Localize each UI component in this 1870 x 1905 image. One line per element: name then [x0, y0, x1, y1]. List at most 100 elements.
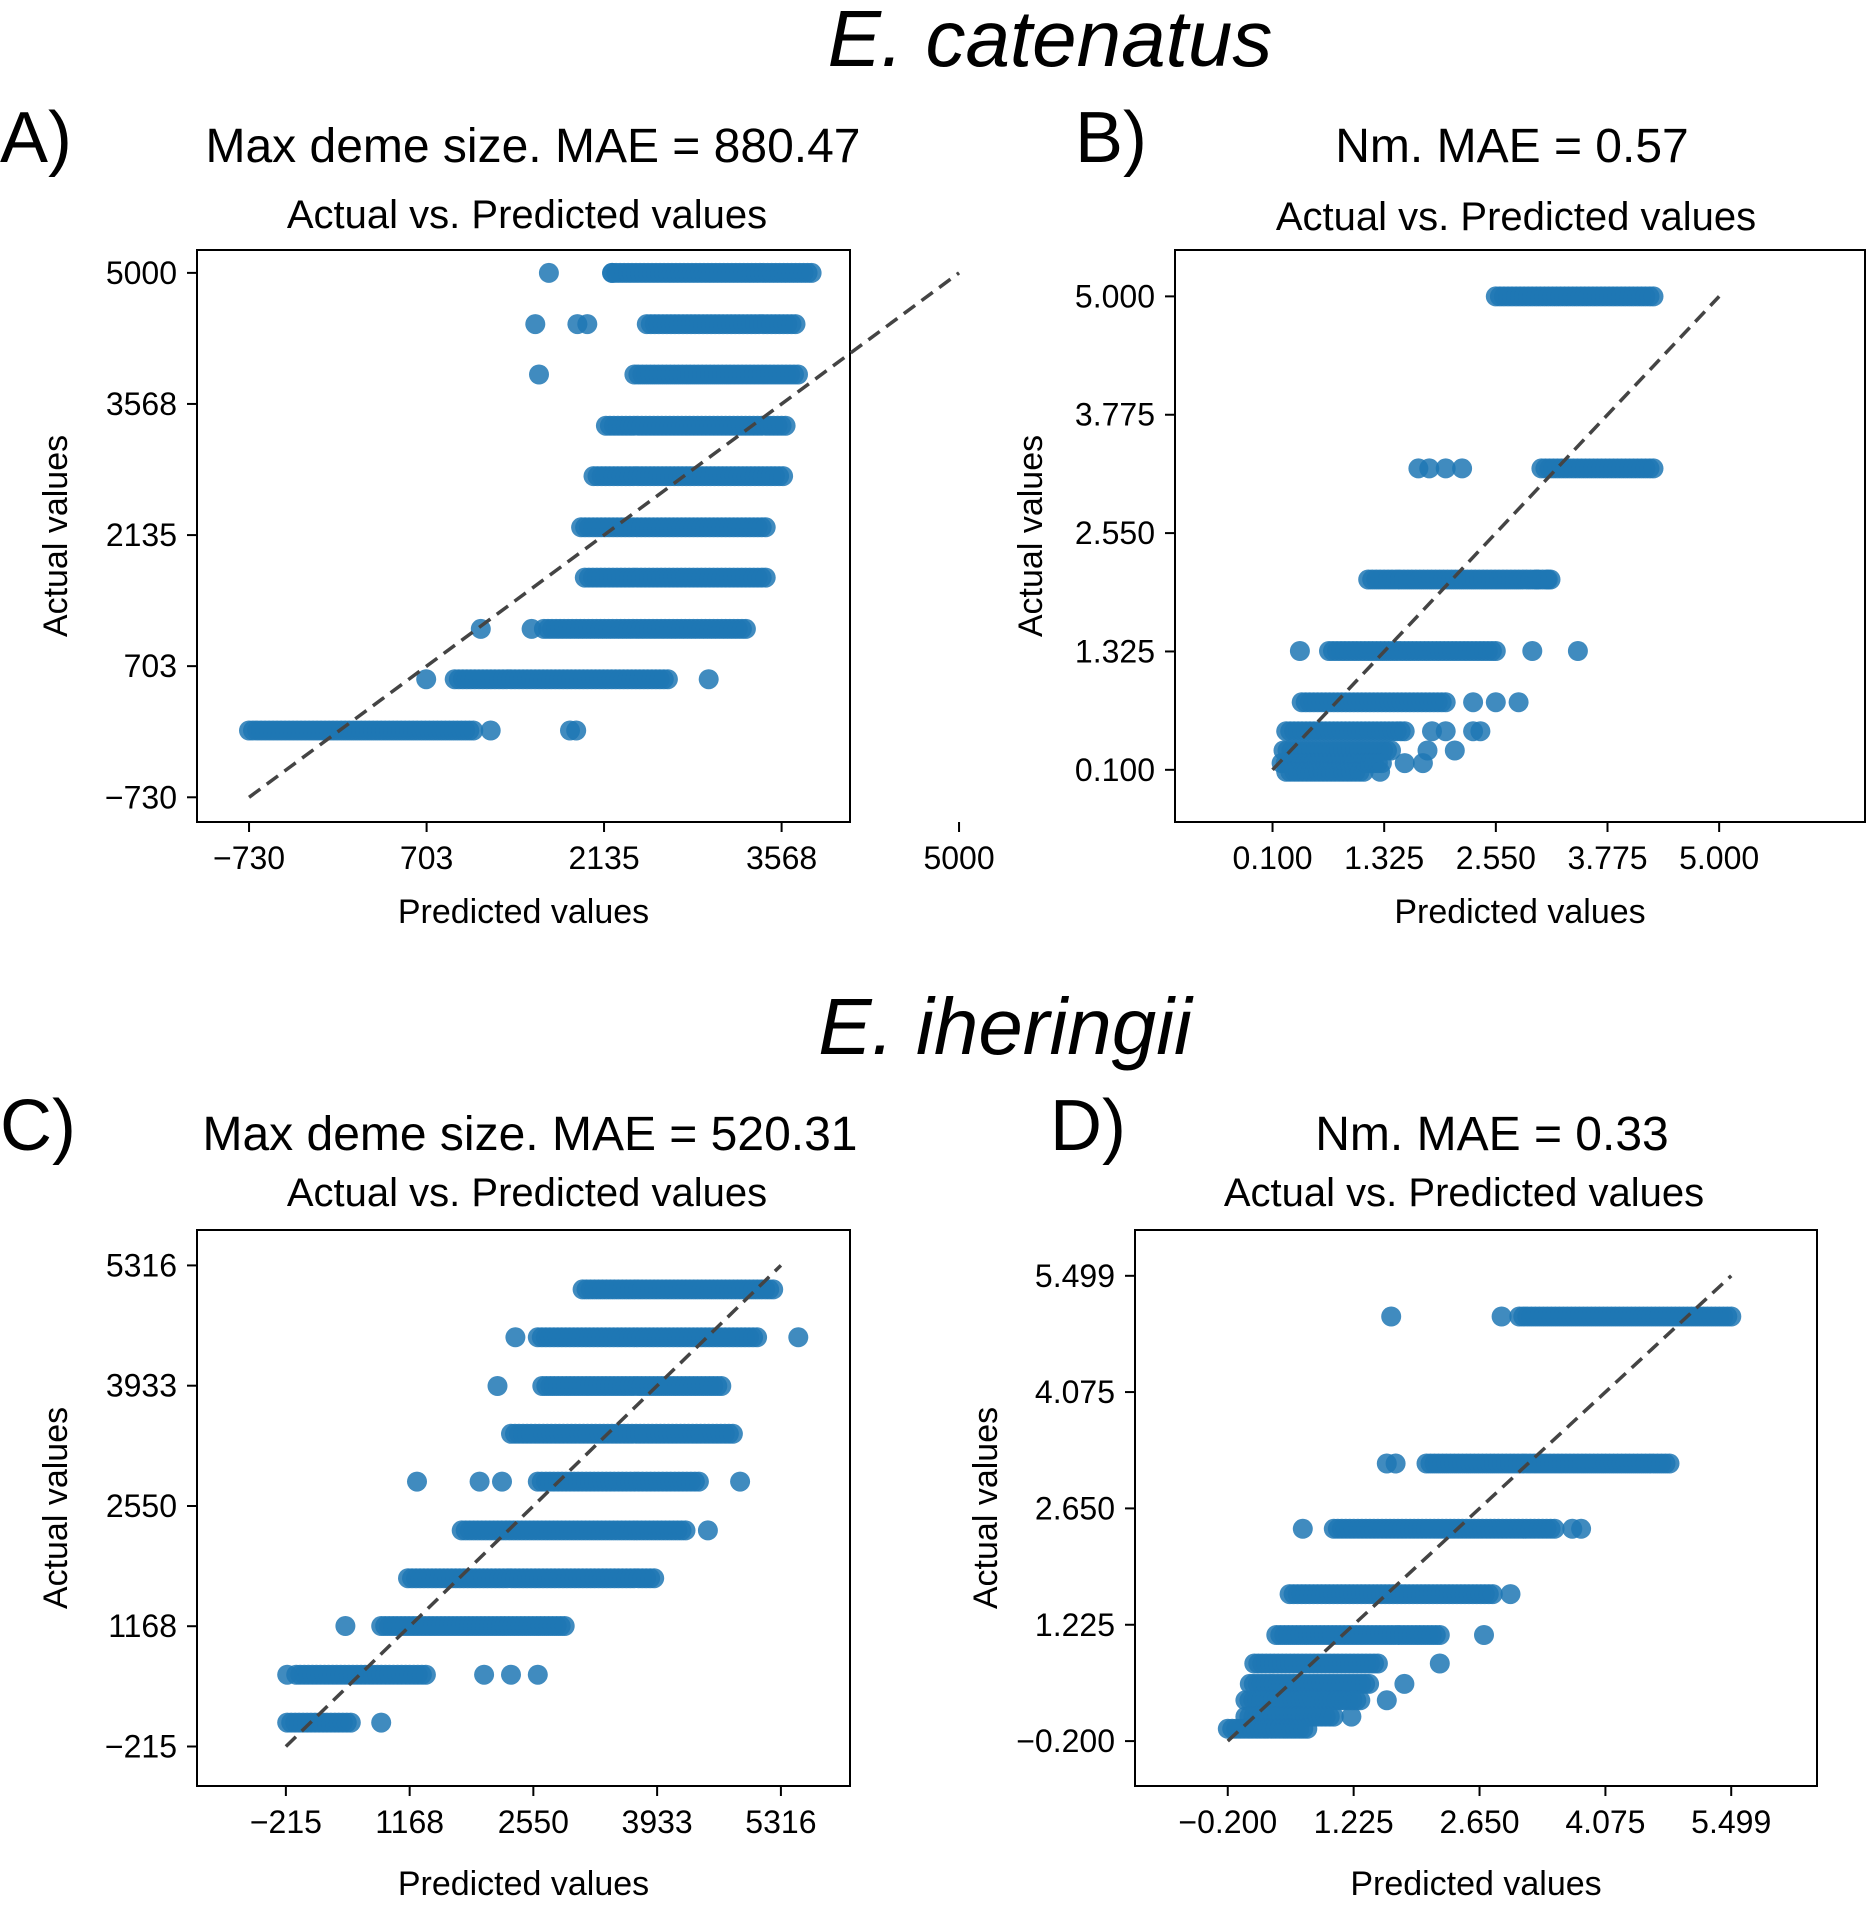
data-point-outlier: [527, 1664, 548, 1685]
data-point: [340, 1712, 361, 1733]
data-point: [415, 1664, 436, 1685]
panel-d: D) Nm. MAE = 0.33 Actual vs. Predicted v…: [967, 1086, 1818, 1903]
scatter-plot: −215 1168 2550 3933 5316 −215 1168 2550 3933 5316…: [37, 1229, 851, 1903]
data-point-outlier: [474, 1664, 495, 1685]
y-tick-label: 3.775: [1075, 397, 1155, 433]
panel-subtitle: Actual vs. Predicted values: [287, 193, 767, 237]
x-tick-label: 3.775: [1567, 840, 1647, 876]
x-axis-label: Predicted values: [398, 1865, 649, 1903]
x-axis-label: Predicted values: [398, 893, 649, 931]
y-tick-label: 2.650: [1035, 1490, 1115, 1526]
data-point-outlier: [1571, 1518, 1592, 1539]
data-point: [1297, 1718, 1318, 1739]
data-point: [644, 1568, 665, 1589]
data-point-outlier: [1508, 692, 1529, 713]
y-tick-label: 5000: [106, 255, 177, 291]
data-point: [1359, 1673, 1380, 1694]
data-point: [755, 517, 776, 538]
y-axis-label: Actual values: [37, 435, 75, 637]
data-point: [722, 1423, 743, 1444]
x-axis-label: Predicted values: [1350, 1865, 1601, 1903]
data-point: [1435, 692, 1456, 713]
x-tick-label: 2.650: [1439, 1804, 1519, 1840]
data-point-outlier: [480, 720, 501, 741]
data-point-outlier: [505, 1327, 526, 1348]
data-point-outlier: [525, 314, 546, 335]
data-point-outlier: [1419, 458, 1440, 479]
data-point-outlier: [1422, 721, 1442, 742]
y-tick-label: 5316: [106, 1247, 177, 1283]
data-point-outlier: [698, 669, 719, 690]
panel-letter: B): [1075, 98, 1147, 178]
data-point-outlier: [501, 1664, 521, 1685]
data-point: [755, 567, 776, 588]
data-points: [1217, 1306, 1742, 1739]
data-point: [763, 1279, 784, 1300]
data-point-outlier: [469, 1471, 490, 1492]
y-tick-label: 5.000: [1075, 278, 1155, 314]
data-point-outlier: [1341, 1706, 1362, 1727]
panel-subtitle: Actual vs. Predicted values: [1224, 1171, 1704, 1215]
data-point-outlier: [521, 618, 542, 639]
data-point-outlier: [1376, 1690, 1397, 1711]
data-point-outlier: [1217, 1718, 1238, 1739]
data-point: [735, 618, 756, 639]
data-point-outlier: [730, 1471, 751, 1492]
data-point-outlier: [1474, 1625, 1494, 1645]
panel-letter: C): [0, 1086, 76, 1166]
x-tick-label: 5000: [923, 840, 994, 876]
y-axis-label: Actual values: [37, 1407, 75, 1609]
x-tick-label: 4.075: [1565, 1804, 1645, 1840]
data-point-outlier: [1435, 721, 1456, 742]
data-point-outlier: [566, 720, 587, 741]
data-point-outlier: [577, 314, 598, 335]
plot-frame: [1174, 249, 1866, 823]
data-point: [1643, 458, 1664, 479]
data-point-outlier: [788, 1327, 809, 1348]
data-point: [1659, 1453, 1680, 1474]
panel-title: Nm. MAE = 0.33: [1315, 1108, 1668, 1161]
data-point: [773, 466, 794, 487]
y-tick-label: 2550: [106, 1488, 177, 1524]
data-point-outlier: [1429, 1653, 1450, 1674]
y-tick-label: 4.075: [1035, 1374, 1115, 1410]
panel-a: A) Max deme size. MAE = 880.47 Actual vs…: [0, 98, 995, 931]
data-point: [801, 262, 822, 283]
y-tick-label: 1.225: [1035, 1607, 1115, 1643]
data-point: [1350, 1690, 1371, 1711]
y-axis-label: Actual values: [967, 1407, 1005, 1609]
data-point-outlier: [492, 1471, 512, 1492]
data-point-outlier: [1470, 721, 1491, 742]
x-tick-label: −0.200: [1178, 1804, 1277, 1840]
plot-frame: [196, 1229, 851, 1787]
y-tick-label: −730: [105, 779, 177, 815]
y-tick-label: 2.550: [1075, 515, 1155, 551]
data-point: [688, 1471, 709, 1492]
data-point-outlier: [1567, 641, 1588, 661]
x-tick-label: 5.499: [1691, 1804, 1771, 1840]
data-point-outlier: [1435, 458, 1456, 479]
data-point: [1323, 1706, 1344, 1727]
data-point: [788, 364, 808, 385]
x-tick-label: −730: [213, 840, 285, 876]
data-point: [1367, 1653, 1388, 1674]
y-tick-label: 5.499: [1035, 1258, 1115, 1294]
data-point-outlier: [407, 1471, 427, 1492]
data-point: [711, 1376, 732, 1396]
data-point-outlier: [335, 1616, 356, 1636]
y-tick-label: 0.100: [1075, 752, 1155, 788]
data-point-outlier: [1522, 641, 1543, 661]
panel-title: Nm. MAE = 0.57: [1335, 120, 1688, 173]
panel-c: C) Max deme size. MAE = 520.31 Actual vs…: [0, 1086, 857, 1903]
data-point: [1643, 286, 1664, 307]
x-tick-label: 5316: [745, 1804, 816, 1840]
data-point-outlier: [277, 1664, 298, 1685]
x-tick-label: 1.225: [1314, 1804, 1394, 1840]
data-point-outlier: [371, 1712, 392, 1733]
scatter-plot: −0.200 1.225 2.650 4.075 5.499 −0.200 1.225 2.6…: [967, 1229, 1818, 1903]
data-point-outlier: [1394, 753, 1415, 774]
panel-title: Max deme size. MAE = 880.47: [206, 120, 861, 173]
x-tick-label: 5.000: [1679, 840, 1759, 876]
y-tick-label: −215: [105, 1729, 177, 1765]
